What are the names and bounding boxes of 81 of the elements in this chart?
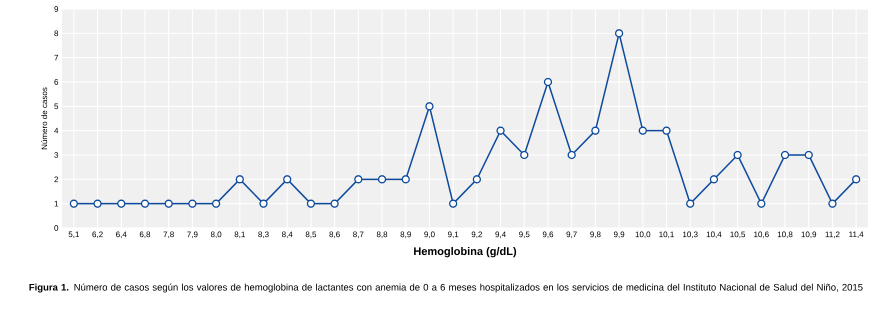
x-tick-label: 6,8 — [140, 232, 150, 238]
y-tick-label: 3 — [54, 152, 58, 158]
point — [117, 200, 126, 208]
x-tick-label: 10,6 — [754, 232, 769, 238]
point — [188, 200, 197, 208]
point — [757, 200, 766, 208]
x-tick-label: 6,2 — [92, 232, 103, 238]
x-tick-label: 10,0 — [636, 232, 650, 238]
point — [70, 200, 78, 208]
x-tick-label: 10,3 — [683, 232, 698, 238]
point — [591, 126, 600, 135]
y-tick-label: 5 — [54, 104, 58, 110]
point — [283, 175, 292, 184]
x-tick-label: 8,5 — [306, 232, 316, 238]
x-tick-label: 9,9 — [614, 232, 624, 238]
point — [638, 126, 647, 135]
x-tick-label: 8,1 — [234, 232, 245, 238]
x-tick-label: 11,2 — [826, 232, 840, 238]
x-tick-label: 9,7 — [566, 232, 577, 238]
x-tick-label: 10,9 — [802, 232, 816, 238]
point — [662, 126, 671, 135]
x-tick-label: 9,8 — [590, 232, 601, 238]
x-tick-label: 10,1 — [659, 232, 674, 238]
point — [402, 175, 410, 184]
x-tick-label: 9,2 — [472, 232, 482, 238]
point — [378, 175, 386, 184]
x-tick-label: 8,8 — [376, 232, 388, 238]
y-tick-label: 1 — [54, 200, 58, 206]
text: Figura 1. Número de casos según los valores de hemoglobina de lactantes con anemia de 0 a 6 meses hospitalizados en los servicios de medicina del Instituto Nacional de Salud del Niño, 2015 — [29, 284, 863, 293]
point — [568, 150, 576, 160]
x-tick-label: 9,5 — [519, 232, 530, 238]
x-tick-label: 8,4 — [282, 232, 293, 238]
point — [259, 200, 268, 208]
x-tick-label: 5,1 — [68, 232, 80, 238]
y-axis-title: Número de casos — [41, 87, 48, 150]
point — [140, 200, 150, 208]
point — [686, 200, 694, 208]
x-tick-label: 10,5 — [730, 232, 746, 238]
x-tick-label: 7,8 — [164, 232, 174, 238]
point — [354, 175, 362, 184]
point — [544, 78, 552, 86]
x-axis-title: Hemoglobina (g/dL) — [414, 247, 516, 258]
y-tick-label: 4 — [54, 128, 58, 134]
x-tick-label: 9,6 — [542, 232, 554, 238]
x-tick-label: 8,7 — [353, 232, 364, 238]
point — [164, 200, 173, 208]
point — [496, 126, 505, 135]
x-tick-label: 7,9 — [187, 232, 198, 238]
y-tick-label: 8 — [54, 30, 58, 36]
y-tick-label: 0 — [54, 225, 58, 231]
x-tick-label: 9,4 — [495, 232, 506, 238]
y-tick-label: 9 — [54, 6, 58, 12]
x-tick-label: 10,8 — [778, 232, 792, 238]
point — [212, 200, 220, 208]
point — [804, 150, 813, 160]
y-tick-label: 2 — [54, 176, 58, 182]
y-tick-label: 7 — [54, 54, 58, 60]
x-tick-label: 9,1 — [448, 232, 458, 238]
point — [472, 175, 482, 184]
point — [710, 175, 718, 184]
point — [330, 200, 339, 208]
x-tick-label: 8,0 — [210, 232, 222, 238]
x-tick-label: 11,4 — [849, 232, 864, 238]
x-tick-label: 10,4 — [706, 232, 722, 238]
x-tick-label: 8,6 — [329, 232, 340, 238]
point — [236, 175, 244, 184]
point — [780, 150, 790, 160]
point — [733, 150, 742, 160]
point — [448, 200, 458, 208]
point — [828, 200, 837, 208]
point — [93, 200, 102, 208]
x-tick-label: 9,0 — [424, 232, 435, 238]
point — [306, 200, 316, 208]
x-tick-label: 6,4 — [116, 232, 127, 238]
y-tick-label: 6 — [54, 79, 58, 85]
point — [614, 29, 624, 38]
point — [520, 150, 528, 160]
x-tick-label: 8,9 — [400, 232, 411, 238]
point — [425, 102, 434, 110]
x-tick-label: 8,3 — [258, 232, 269, 238]
point — [852, 175, 860, 184]
